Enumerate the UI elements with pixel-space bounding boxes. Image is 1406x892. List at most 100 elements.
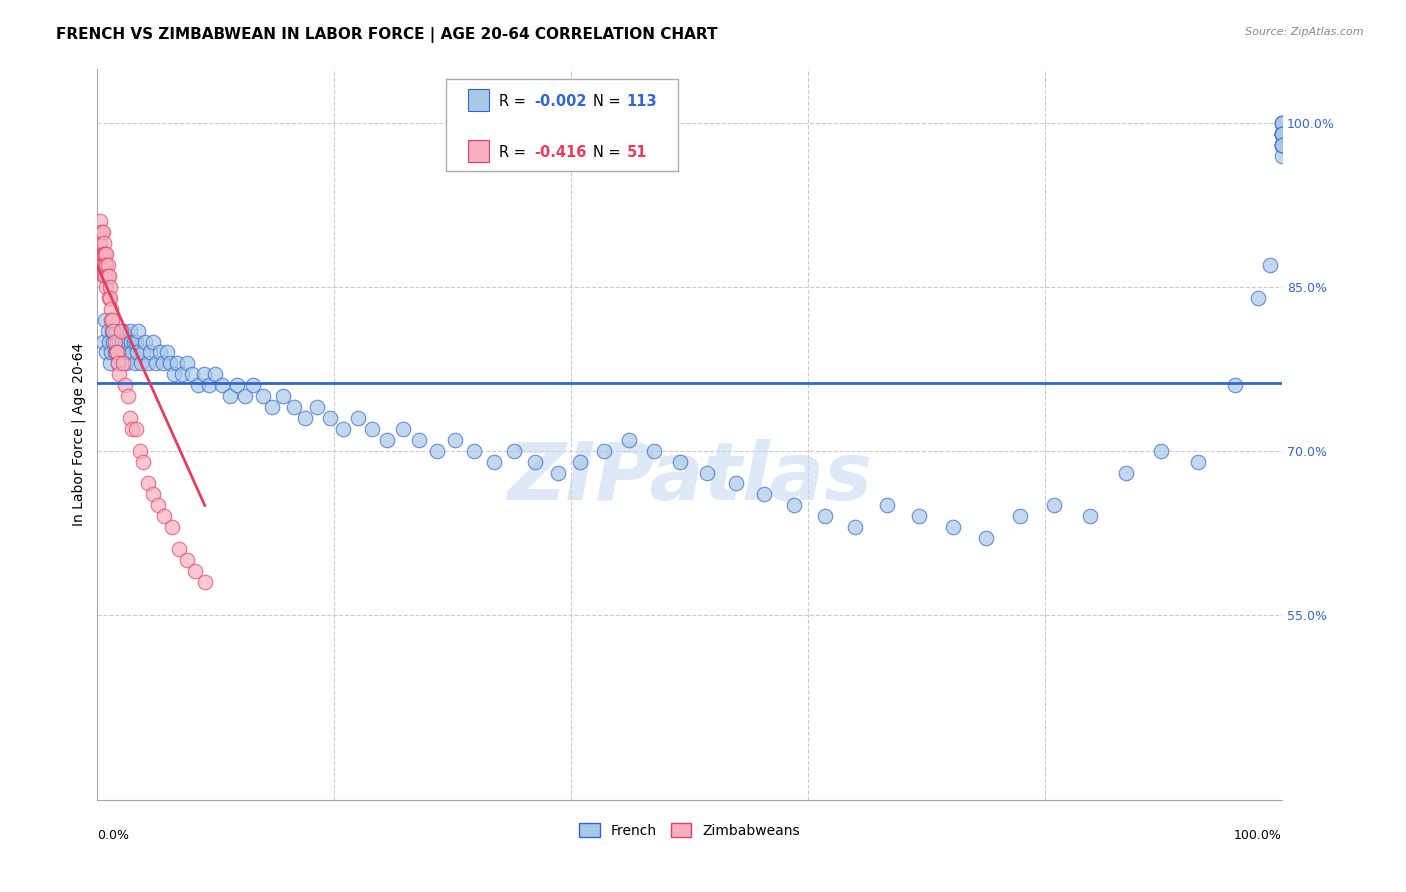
Point bbox=[93, 268, 115, 283]
Text: R =: R = bbox=[499, 94, 530, 109]
FancyBboxPatch shape bbox=[447, 79, 678, 171]
Point bbox=[121, 345, 143, 359]
Point bbox=[108, 368, 131, 382]
Point bbox=[127, 324, 149, 338]
Point bbox=[426, 443, 449, 458]
Point bbox=[124, 356, 146, 370]
Point bbox=[167, 541, 190, 556]
Point bbox=[134, 334, 156, 349]
Point bbox=[1010, 509, 1032, 524]
Point bbox=[724, 476, 747, 491]
Point bbox=[1271, 138, 1294, 153]
Text: -0.002: -0.002 bbox=[534, 94, 586, 109]
Point bbox=[172, 368, 194, 382]
Text: 113: 113 bbox=[627, 94, 657, 109]
Point bbox=[89, 225, 111, 239]
Point bbox=[974, 531, 997, 545]
Point bbox=[100, 345, 122, 359]
Point bbox=[89, 236, 111, 251]
Point bbox=[225, 378, 247, 392]
Point bbox=[122, 334, 145, 349]
Point bbox=[96, 258, 118, 272]
Point bbox=[96, 280, 118, 294]
Point bbox=[482, 455, 505, 469]
Point bbox=[160, 520, 183, 534]
Point bbox=[1271, 127, 1294, 141]
Point bbox=[98, 291, 121, 305]
Point bbox=[96, 324, 118, 338]
Point bbox=[111, 324, 134, 338]
Point bbox=[524, 455, 547, 469]
Point bbox=[100, 312, 122, 326]
Point bbox=[204, 368, 226, 382]
Point bbox=[91, 258, 114, 272]
Point bbox=[242, 378, 264, 392]
Point bbox=[114, 334, 136, 349]
Point bbox=[211, 378, 233, 392]
Point bbox=[307, 400, 329, 414]
Text: 0.0%: 0.0% bbox=[97, 830, 129, 842]
Point bbox=[593, 443, 616, 458]
Text: 51: 51 bbox=[627, 145, 647, 161]
Point bbox=[391, 422, 413, 436]
FancyBboxPatch shape bbox=[468, 140, 489, 162]
Point bbox=[283, 400, 305, 414]
Text: FRENCH VS ZIMBABWEAN IN LABOR FORCE | AGE 20-64 CORRELATION CHART: FRENCH VS ZIMBABWEAN IN LABOR FORCE | AG… bbox=[56, 27, 717, 43]
Point bbox=[105, 334, 128, 349]
Point bbox=[145, 356, 167, 370]
Point bbox=[107, 356, 129, 370]
Point bbox=[503, 443, 526, 458]
Point bbox=[107, 356, 129, 370]
Point bbox=[118, 411, 141, 425]
Point bbox=[97, 334, 120, 349]
Point bbox=[1150, 443, 1173, 458]
Point bbox=[117, 389, 139, 403]
Text: N =: N = bbox=[593, 94, 626, 109]
Point bbox=[89, 214, 111, 228]
Point bbox=[1043, 499, 1066, 513]
Point bbox=[129, 356, 152, 370]
Point bbox=[176, 553, 198, 567]
Point bbox=[103, 324, 125, 338]
Point bbox=[1271, 138, 1294, 153]
Point bbox=[104, 324, 127, 338]
Point bbox=[128, 443, 150, 458]
Point bbox=[112, 345, 135, 359]
Point bbox=[91, 334, 114, 349]
Point bbox=[813, 509, 835, 524]
Point bbox=[1078, 509, 1101, 524]
Point bbox=[101, 312, 124, 326]
Point bbox=[111, 356, 134, 370]
Point bbox=[569, 455, 592, 469]
Point bbox=[90, 225, 112, 239]
Text: Source: ZipAtlas.com: Source: ZipAtlas.com bbox=[1246, 27, 1364, 37]
Point bbox=[97, 291, 120, 305]
Point bbox=[669, 455, 692, 469]
Point bbox=[643, 443, 665, 458]
Point bbox=[125, 422, 148, 436]
Point bbox=[1271, 127, 1294, 141]
Point bbox=[163, 368, 186, 382]
Text: 100.0%: 100.0% bbox=[1234, 830, 1282, 842]
Point bbox=[118, 345, 141, 359]
Point bbox=[1271, 116, 1294, 130]
Point bbox=[94, 247, 117, 261]
Point bbox=[166, 356, 188, 370]
Point bbox=[142, 487, 165, 501]
Point bbox=[111, 334, 134, 349]
Point bbox=[136, 476, 159, 491]
Point bbox=[783, 499, 806, 513]
Point bbox=[271, 389, 294, 403]
Point bbox=[198, 378, 221, 392]
Point bbox=[1271, 127, 1294, 141]
Point bbox=[844, 520, 866, 534]
Point bbox=[752, 487, 775, 501]
Point bbox=[94, 312, 117, 326]
Point bbox=[118, 324, 141, 338]
Point bbox=[443, 433, 465, 447]
Point bbox=[463, 443, 485, 458]
Point bbox=[1271, 116, 1294, 130]
Text: N =: N = bbox=[593, 145, 626, 161]
Point bbox=[98, 280, 121, 294]
Point bbox=[152, 356, 174, 370]
